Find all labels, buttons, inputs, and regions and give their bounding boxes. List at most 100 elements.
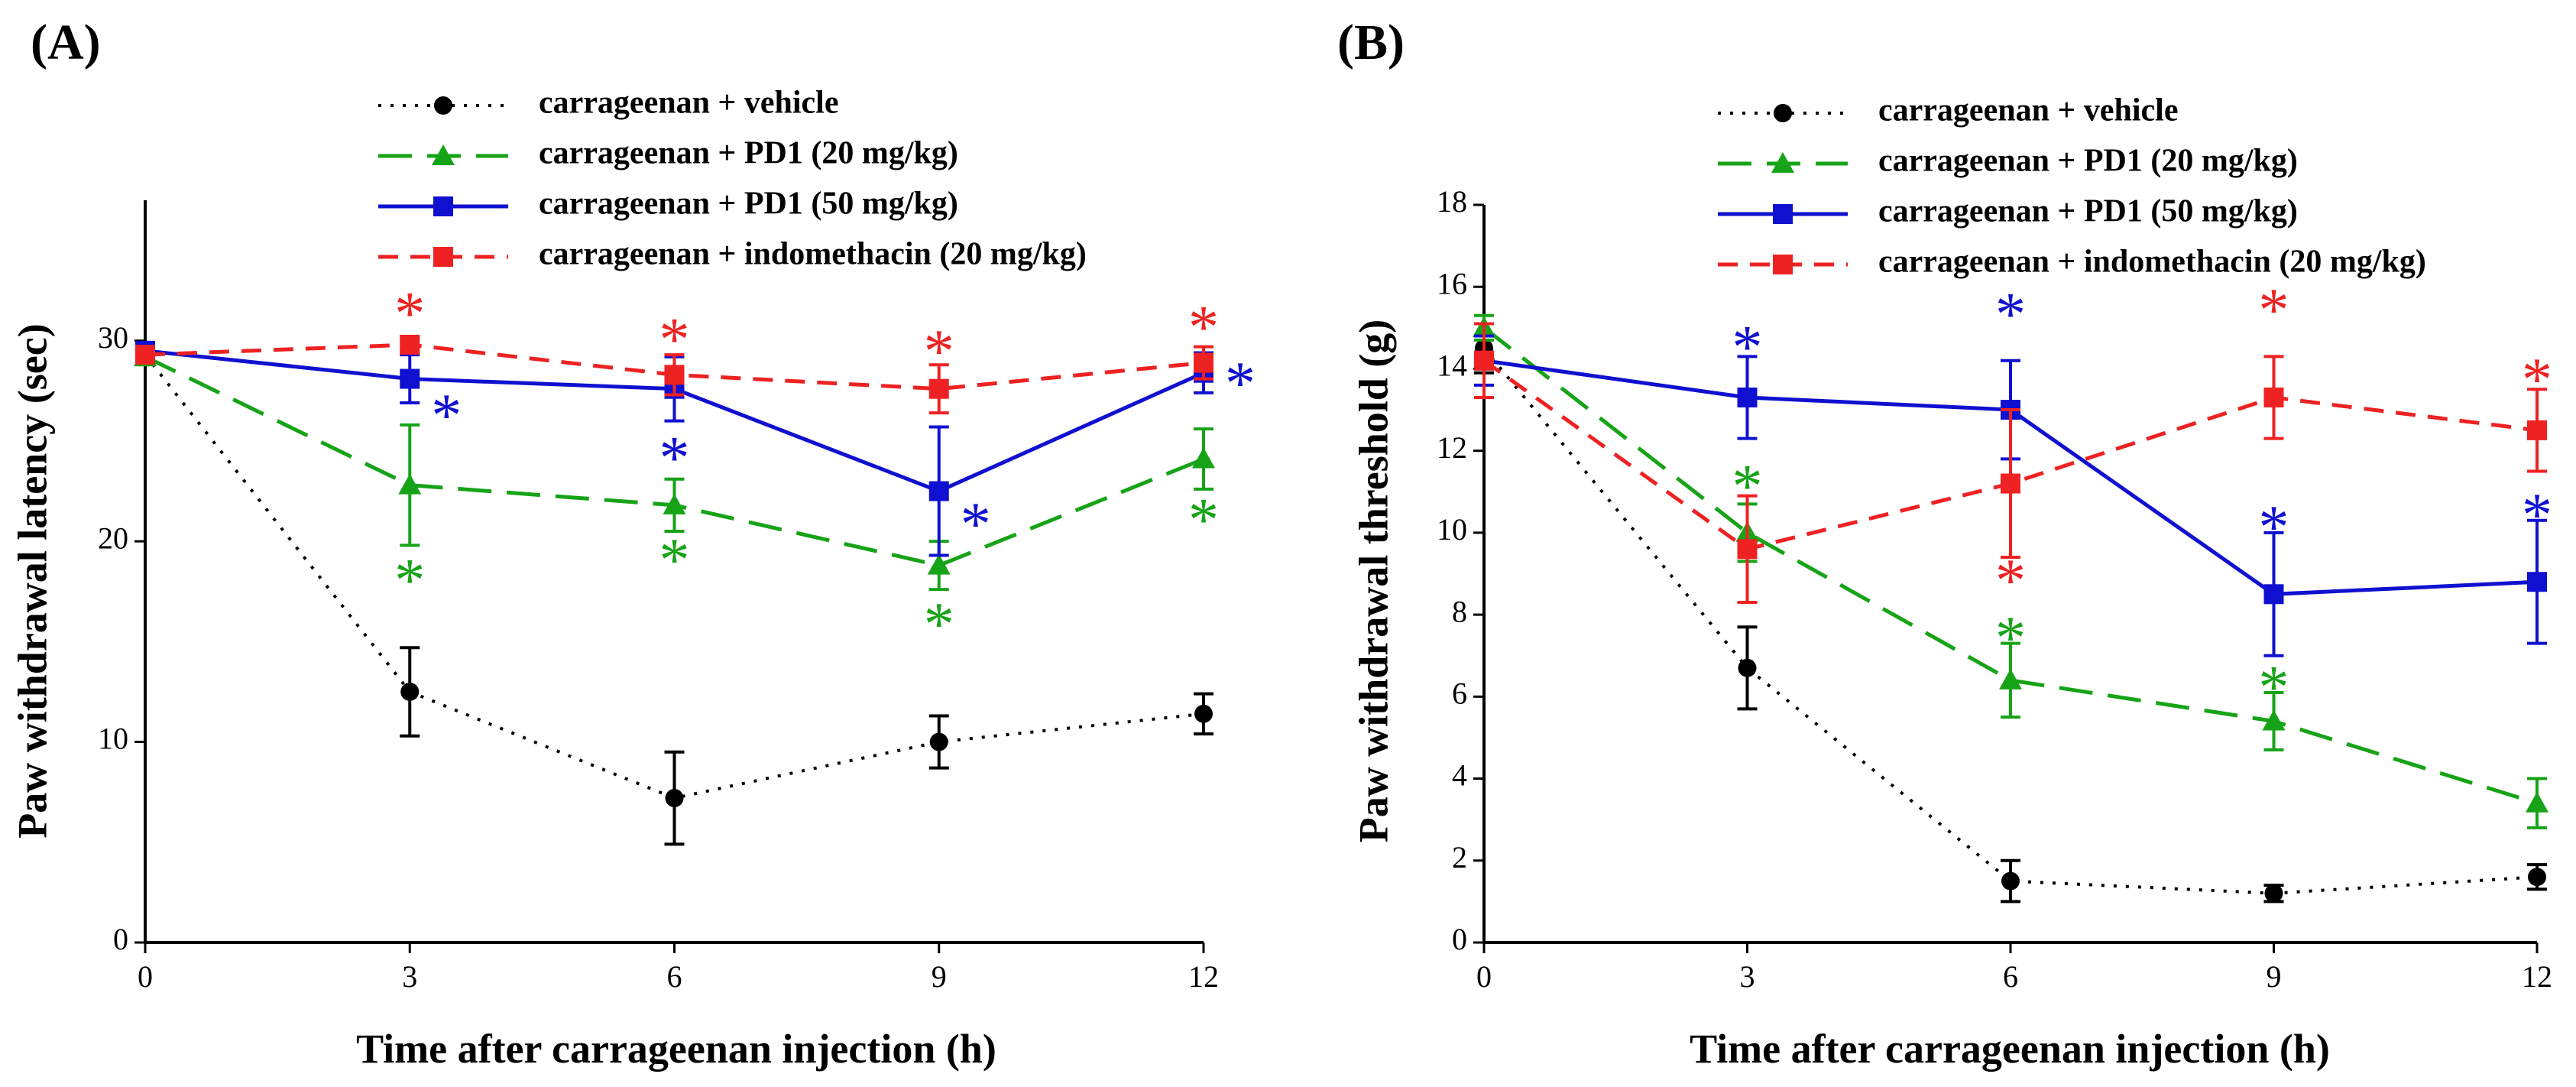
chart-panel-a: (A) 0 10 20 30 0 3 6 9 12 Time after carrageenan i…	[9, 15, 1256, 1072]
y-tick-label: 30	[98, 320, 128, 355]
significance-asterisk: *	[1732, 313, 1763, 381]
legend-label: carrageenan + vehicle	[1878, 93, 2178, 128]
x-axis-title: Time after carrageenan injection (h)	[356, 1026, 996, 1072]
data-point	[1737, 387, 1758, 407]
data-point	[2527, 420, 2547, 440]
legend-label: carrageenan + PD1 (20 mg/kg)	[1878, 144, 2298, 179]
legend-marker	[434, 96, 452, 115]
significance-asterisk: *	[1188, 294, 1219, 362]
data-point	[1192, 447, 1215, 469]
data-point	[1194, 704, 1213, 723]
significance-asterisk: *	[1995, 281, 2026, 348]
legend-label: carrageenan + vehicle	[539, 86, 838, 121]
series-4	[135, 334, 1213, 415]
significance-asterisk: *	[924, 318, 954, 385]
y-tick-label: 10	[98, 722, 128, 756]
y-tick-label: 0	[1452, 922, 1467, 956]
legend-marker	[1773, 204, 1793, 224]
data-point	[929, 732, 948, 751]
x-tick-label: 0	[138, 959, 153, 994]
y-tick-label: 12	[1437, 430, 1467, 465]
x-tick-label: 0	[1476, 959, 1492, 994]
significance-asterisk: *	[394, 547, 425, 614]
series-line	[1482, 326, 2538, 806]
significance-asterisk: *	[924, 591, 954, 658]
significance-asterisk: *	[2522, 482, 2552, 549]
legend-label: carrageenan + PD1 (50 mg/kg)	[1878, 194, 2298, 229]
y-tick-label: 6	[1452, 677, 1467, 711]
y-tick-label: 20	[98, 521, 128, 555]
significance-asterisk: *	[1995, 605, 2026, 672]
data-point	[928, 378, 949, 399]
y-tick-label: 4	[1452, 758, 1467, 793]
significance-asterisk: *	[431, 382, 462, 449]
series-4	[1474, 322, 2547, 605]
x-tick-label: 9	[2267, 959, 2282, 994]
legend-marker	[1773, 255, 1793, 274]
x-tick-label: 3	[1740, 959, 1755, 994]
legend-marker	[433, 196, 453, 216]
legend-label: carrageenan + indomethacin (20 mg/kg)	[539, 237, 1087, 272]
significance-asterisk: *	[659, 527, 690, 594]
legend-label: carrageenan + indomethacin (20 mg/kg)	[1878, 245, 2426, 280]
significance-asterisk: *	[961, 491, 991, 558]
x-tick-label: 6	[667, 959, 682, 994]
panel-label: (A)	[31, 15, 101, 70]
data-point	[398, 473, 422, 495]
data-point	[400, 334, 420, 355]
x-tick-label: 3	[402, 959, 417, 994]
significance-asterisk: *	[659, 306, 690, 373]
significance-asterisk: *	[1732, 453, 1763, 521]
significance-asterisk: *	[2259, 654, 2289, 721]
data-point	[400, 368, 420, 389]
significance-asterisk: *	[659, 424, 690, 492]
data-point	[400, 682, 420, 701]
data-point	[663, 493, 686, 514]
x-tick-label: 12	[1188, 959, 1219, 994]
y-tick-label: 10	[1437, 512, 1467, 547]
y-tick-label: 14	[1437, 349, 1467, 383]
data-point	[2528, 868, 2546, 887]
legend-marker	[432, 144, 455, 165]
y-tick-label: 0	[113, 922, 128, 956]
data-point	[1737, 539, 1758, 560]
data-point	[2264, 884, 2283, 903]
y-tick-label: 16	[1437, 266, 1467, 300]
y-axis-title: Paw withdrawal threshold (g)	[1350, 320, 1396, 843]
significance-asterisk: *	[394, 280, 425, 347]
y-tick-label: 18	[1437, 184, 1467, 219]
x-tick-label: 6	[2003, 959, 2018, 994]
data-point	[665, 789, 684, 808]
data-point	[2263, 584, 2284, 605]
x-tick-label: 9	[932, 959, 947, 994]
data-point	[2001, 473, 2020, 494]
data-point	[2262, 709, 2286, 731]
legend-marker	[1771, 152, 1794, 173]
data-point	[2527, 572, 2547, 592]
data-point	[2263, 387, 2284, 407]
data-point	[1738, 658, 1757, 677]
data-point	[1474, 350, 1494, 371]
significance-asterisk: *	[2522, 346, 2552, 414]
legend-marker	[433, 247, 453, 267]
significance-asterisk: *	[2259, 277, 2289, 344]
data-point	[927, 553, 951, 575]
significance-asterisk: *	[1225, 350, 1256, 417]
data-point	[1999, 668, 2022, 690]
y-axis-title: Paw withdrawal latency (sec)	[9, 323, 55, 838]
panel-label: (B)	[1337, 15, 1405, 70]
legend-label: carrageenan + PD1 (20 mg/kg)	[539, 136, 958, 171]
significance-asterisk: *	[2259, 494, 2289, 561]
chart-panel-b: (B) 0 2 4 6 8 10 12 14 16 18 0 3 6 9 12 Time after carra…	[1337, 15, 2552, 1072]
x-tick-label: 12	[2522, 959, 2552, 994]
legend-label: carrageenan + PD1 (50 mg/kg)	[539, 187, 958, 222]
y-tick-label: 8	[1452, 594, 1467, 628]
data-point	[2001, 871, 2020, 891]
data-point	[664, 365, 685, 385]
significance-asterisk: *	[1188, 487, 1219, 554]
data-point	[928, 481, 949, 501]
legend-marker	[1774, 104, 1792, 122]
data-point	[2526, 791, 2548, 813]
